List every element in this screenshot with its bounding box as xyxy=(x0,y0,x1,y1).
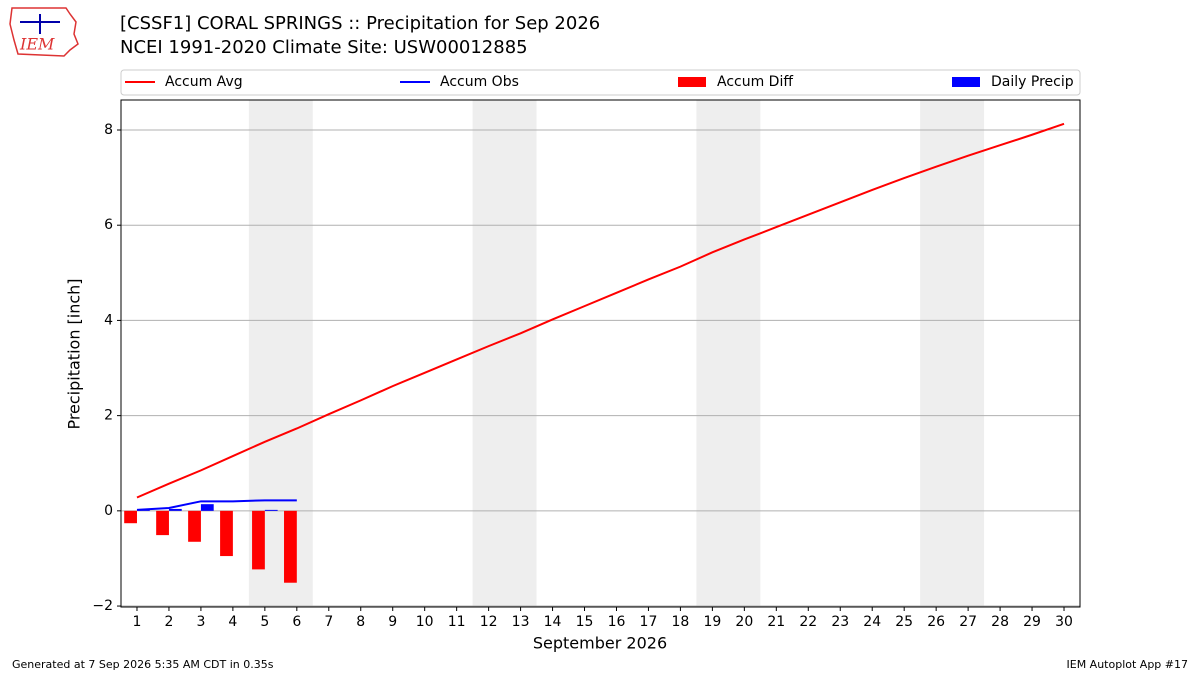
logo-text: IEM xyxy=(19,35,55,54)
bar xyxy=(168,508,182,511)
x-tick-label: 18 xyxy=(672,614,690,630)
legend-swatch xyxy=(952,77,980,87)
bar xyxy=(264,509,278,511)
x-tick-label: 16 xyxy=(608,614,626,630)
legend-label: Accum Diff xyxy=(717,74,793,90)
x-tick-label: 1 xyxy=(133,614,142,630)
x-tick-label: 4 xyxy=(228,614,237,630)
x-tick-label: 17 xyxy=(640,614,658,630)
footer-right: IEM Autoplot App #17 xyxy=(1067,658,1189,671)
legend-box xyxy=(120,69,1081,96)
x-tick-label: 21 xyxy=(767,614,785,630)
shaded-range xyxy=(920,100,985,607)
x-tick-label: 25 xyxy=(895,614,913,630)
legend-swatch xyxy=(678,77,706,87)
x-tick-label: 13 xyxy=(512,614,530,630)
x-tick-label: 19 xyxy=(703,614,721,630)
x-tick-label: 28 xyxy=(991,614,1009,630)
x-tick-label: 23 xyxy=(831,614,849,630)
bar xyxy=(284,510,297,583)
bar xyxy=(124,510,137,524)
shaded-range xyxy=(472,100,537,607)
bar xyxy=(188,510,201,542)
x-tick-label: 8 xyxy=(356,614,365,630)
x-tick-label: 20 xyxy=(735,614,753,630)
x-tick-label: 27 xyxy=(959,614,977,630)
legend-label: Accum Obs xyxy=(440,74,519,90)
plot-frame xyxy=(120,99,1081,608)
bar xyxy=(200,504,214,511)
x-tick-label: 14 xyxy=(544,614,562,630)
bar xyxy=(252,510,265,570)
logo-outline xyxy=(9,7,79,57)
footer-left: Generated at 7 Sep 2026 5:35 AM CDT in 0… xyxy=(12,658,274,671)
x-tick-label: 26 xyxy=(927,614,945,630)
y-tick-label: 2 xyxy=(104,408,113,424)
legend-label: Accum Avg xyxy=(165,74,243,90)
y-tick-label: 8 xyxy=(104,122,113,138)
x-tick-label: 2 xyxy=(164,614,173,630)
bar xyxy=(220,510,233,557)
y-axis-label: Precipitation [inch] xyxy=(65,278,84,429)
x-axis-label: September 2026 xyxy=(533,634,667,653)
x-tick-label: 29 xyxy=(1023,614,1041,630)
chart-subtitle: NCEI 1991-2020 Climate Site: USW00012885 xyxy=(120,37,528,58)
x-tick-label: 7 xyxy=(324,614,333,630)
x-tick-label: 24 xyxy=(863,614,881,630)
shaded-range xyxy=(696,100,761,607)
line xyxy=(136,122,1065,499)
x-tick-label: 15 xyxy=(576,614,594,630)
y-tick-label: 4 xyxy=(104,312,113,328)
x-tick-label: 22 xyxy=(799,614,817,630)
x-tick-label: 11 xyxy=(448,614,466,630)
bar xyxy=(156,510,169,536)
y-tick-label: 6 xyxy=(104,217,113,233)
chart-title: [CSSF1] CORAL SPRINGS :: Precipitation f… xyxy=(120,13,600,34)
x-tick-label: 3 xyxy=(196,614,205,630)
x-tick-label: 30 xyxy=(1055,614,1073,630)
x-tick-label: 10 xyxy=(416,614,434,630)
x-tick-label: 9 xyxy=(388,614,397,630)
x-tick-label: 12 xyxy=(480,614,498,630)
line xyxy=(136,499,297,511)
y-tick-label: −2 xyxy=(92,598,113,614)
logo: IEM xyxy=(9,7,79,57)
y-tick-label: 0 xyxy=(104,503,113,519)
x-tick-label: 5 xyxy=(260,614,269,630)
legend-label: Daily Precip xyxy=(991,74,1074,90)
x-tick-label: 6 xyxy=(292,614,301,630)
